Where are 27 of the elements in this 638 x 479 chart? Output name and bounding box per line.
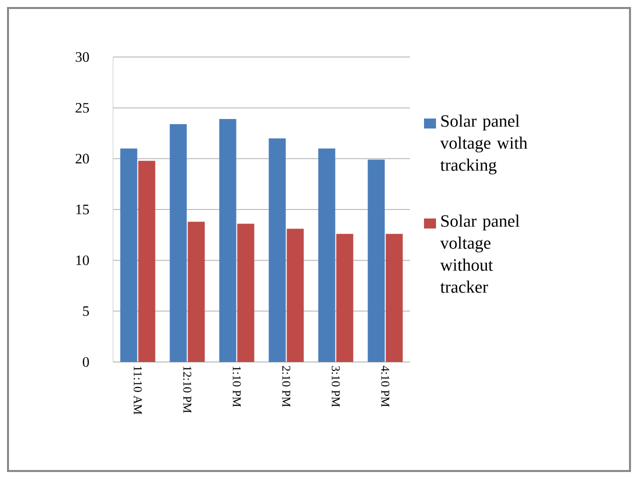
- bar: [318, 148, 336, 362]
- bar: [138, 160, 156, 362]
- bar: [268, 138, 286, 362]
- x-tick-label: 12:10 PM: [183, 366, 192, 413]
- bar: [170, 124, 187, 362]
- y-tick-label: 0: [82, 357, 89, 367]
- bar: [286, 228, 304, 362]
- x-tick-label: 1:10 PM: [232, 366, 241, 407]
- y-tick-label: 30: [76, 52, 89, 62]
- y-tick-label: 15: [76, 204, 89, 214]
- legend-label: Solar panel voltage with tracking: [440, 114, 528, 174]
- y-tick-label: 20: [76, 154, 89, 164]
- bar: [120, 148, 138, 362]
- x-tick-label: 2:10 PM: [282, 366, 290, 407]
- y-tick-label: 5: [83, 306, 89, 316]
- x-tick-label: 4:10 PM: [381, 366, 390, 407]
- y-tick-label: 25: [76, 102, 89, 113]
- bar: [237, 224, 254, 362]
- bar: [368, 160, 385, 362]
- y-tick-label: 10: [76, 255, 89, 266]
- bar: [219, 119, 236, 362]
- bar: [188, 222, 205, 362]
- x-tick-label: 3:10 PM: [332, 366, 340, 407]
- bar: [336, 234, 354, 362]
- legend-label: Solar panel voltage without tracker: [440, 214, 520, 293]
- x-tick-label: 11:10 AM: [134, 366, 142, 414]
- bar: [386, 234, 403, 362]
